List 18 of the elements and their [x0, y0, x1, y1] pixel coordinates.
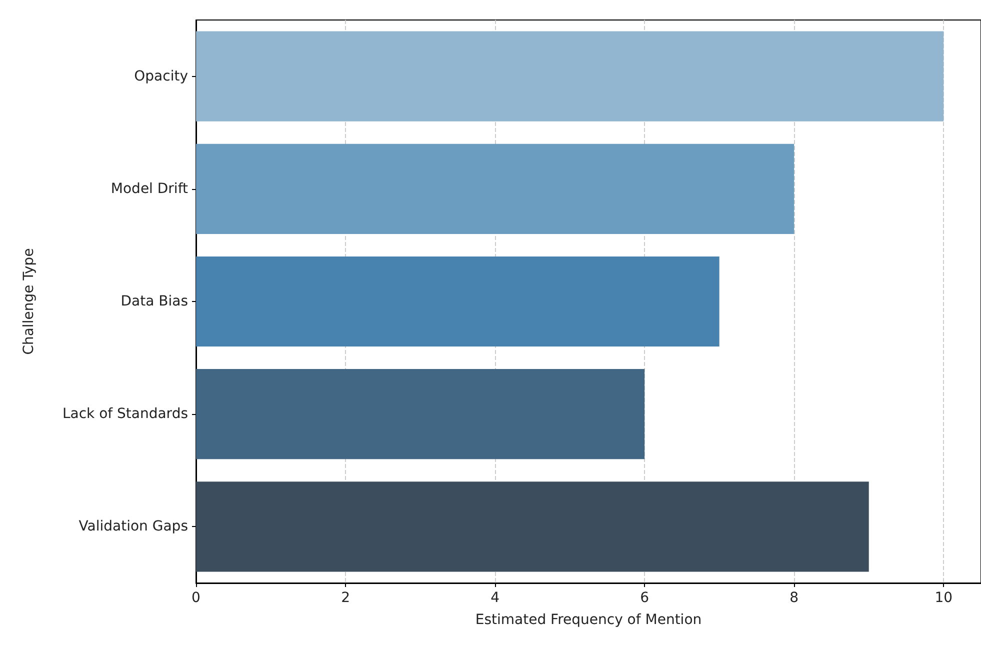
x-tick-label: 10 — [934, 590, 953, 606]
y-tick-label: Model Drift — [110, 180, 188, 197]
x-tick-label: 4 — [490, 590, 500, 606]
bar — [196, 256, 720, 347]
y-tick-label: Lack of Standards — [62, 406, 188, 422]
x-tick-label: 6 — [640, 590, 650, 606]
x-tick-label: 8 — [790, 590, 799, 606]
y-tick-label: Data Bias — [120, 294, 188, 310]
y-axis-title: Challenge Type — [21, 248, 37, 355]
x-axis-title: Estimated Frequency of Mention — [475, 612, 702, 628]
x-tick-label: 2 — [341, 590, 350, 606]
y-tick-label: Opacity — [134, 68, 188, 84]
x-tick-label: 0 — [192, 590, 200, 606]
bar — [196, 144, 794, 234]
bar — [196, 31, 944, 122]
y-tick-label: Validation Gaps — [78, 518, 188, 535]
bar — [196, 482, 869, 572]
bar — [196, 369, 645, 460]
